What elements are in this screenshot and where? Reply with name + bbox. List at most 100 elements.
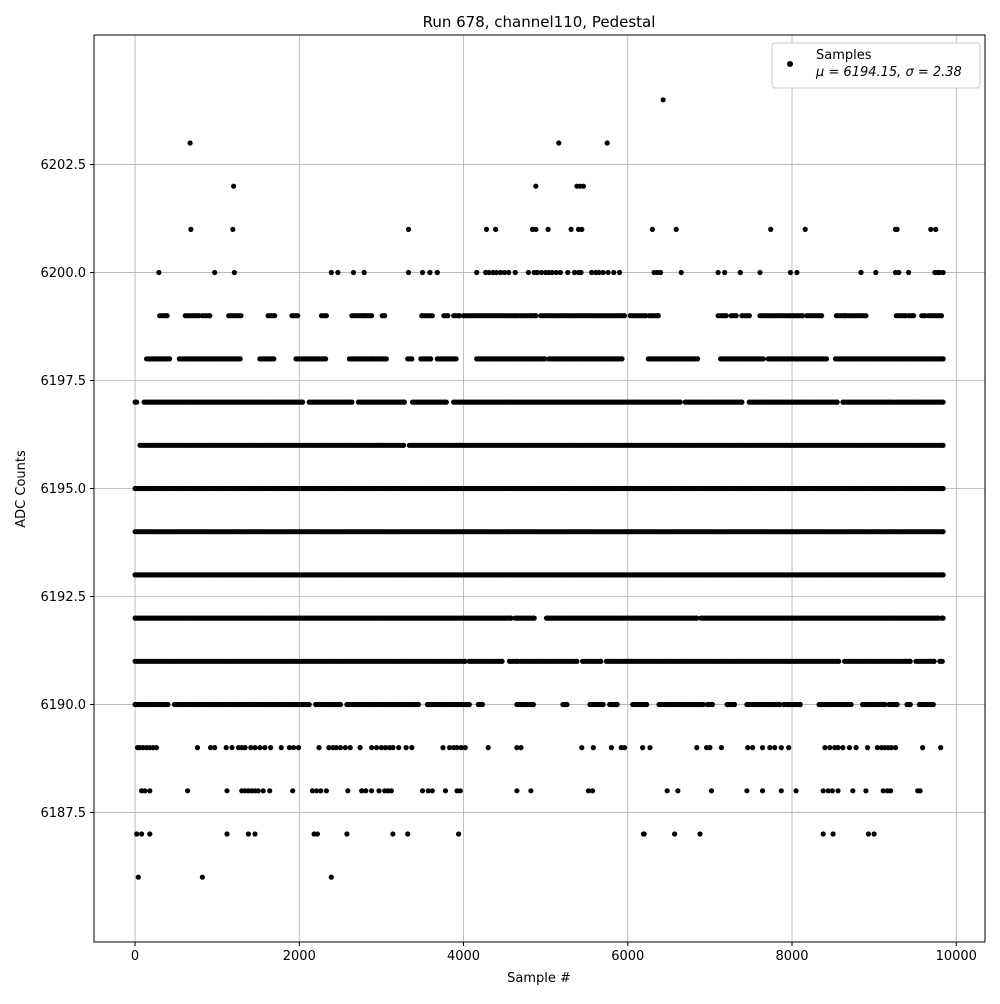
data-point: [212, 745, 218, 751]
data-point: [906, 269, 912, 276]
data-point: [525, 269, 532, 276]
data-point: [823, 356, 830, 362]
data-point: [846, 745, 853, 751]
x-axis-ticks: 0 2000 4000 6000 8000 10000: [131, 942, 977, 964]
data-point: [940, 269, 946, 276]
data-point: [672, 831, 678, 837]
data-point: [207, 313, 213, 319]
data-point: [427, 269, 433, 276]
data-point: [165, 701, 171, 708]
data-point: [499, 658, 505, 664]
data-point: [933, 226, 939, 232]
data-point: [134, 831, 140, 837]
data-point: [722, 269, 728, 276]
data-point: [608, 745, 615, 751]
data-point: [316, 745, 322, 751]
data-point: [940, 485, 946, 492]
data-point: [268, 745, 274, 751]
data-point: [621, 745, 628, 751]
data-point: [539, 269, 545, 276]
data-point: [865, 745, 871, 751]
data-point: [621, 313, 628, 319]
data-point: [695, 356, 701, 362]
data-point: [649, 226, 656, 232]
data-point: [579, 745, 585, 751]
data-point: [614, 701, 620, 708]
data-point: [323, 313, 329, 319]
data-point: [598, 658, 604, 664]
data-point: [678, 269, 684, 276]
data-point: [549, 269, 555, 276]
data-point: [759, 745, 766, 751]
data-point: [658, 269, 664, 276]
data-point: [405, 226, 412, 232]
data-point: [834, 399, 840, 405]
data-point: [318, 788, 324, 794]
data-point: [545, 226, 551, 232]
data-point: [388, 788, 394, 794]
x-tick-label: 8000: [775, 949, 808, 964]
data-point: [142, 788, 148, 794]
data-point: [479, 701, 485, 708]
data-point: [419, 269, 426, 276]
data-point: [257, 745, 263, 751]
data-point: [512, 269, 518, 276]
data-point: [640, 745, 646, 751]
data-point: [673, 226, 679, 232]
data-point: [260, 788, 266, 794]
data-point: [194, 745, 201, 751]
data-point: [531, 615, 537, 621]
y-tick-label: 6195.0: [41, 482, 87, 497]
data-point: [337, 745, 343, 751]
data-point: [153, 745, 159, 751]
data-point: [252, 831, 258, 837]
data-point: [863, 788, 869, 794]
data-point: [286, 745, 292, 751]
data-point: [611, 269, 617, 276]
data-point: [335, 269, 341, 276]
data-point: [733, 313, 739, 319]
data-point: [369, 788, 375, 794]
y-tick-label: 6187.5: [41, 806, 87, 821]
data-point: [533, 183, 539, 189]
data-point: [565, 269, 571, 276]
data-point: [772, 745, 778, 751]
data-point: [290, 788, 296, 794]
data-point: [819, 313, 825, 319]
data-point: [731, 701, 738, 708]
data-point: [564, 701, 570, 708]
data-point: [514, 788, 520, 794]
data-point: [188, 226, 194, 232]
data-point: [822, 745, 828, 751]
data-point: [707, 745, 713, 751]
data-point: [920, 745, 926, 751]
data-point: [723, 313, 729, 319]
data-point: [224, 788, 230, 794]
data-point: [533, 226, 539, 232]
data-point: [252, 745, 258, 751]
data-point: [382, 313, 388, 319]
data-point: [930, 701, 936, 708]
data-point: [757, 269, 763, 276]
data-point: [415, 701, 421, 708]
data-point: [164, 313, 170, 319]
data-point: [462, 658, 468, 664]
data-point: [677, 399, 683, 405]
data-point: [589, 788, 596, 794]
data-point: [778, 788, 784, 794]
data-point: [907, 701, 913, 708]
x-tick-label: 4000: [447, 949, 480, 964]
data-point: [759, 788, 766, 794]
data-point: [445, 313, 451, 319]
data-point: [715, 269, 721, 276]
data-point: [874, 745, 881, 751]
data-point: [457, 788, 463, 794]
data-point: [390, 745, 396, 751]
data-point: [462, 745, 468, 751]
data-point: [848, 701, 854, 708]
y-axis-label: ADC Counts: [14, 450, 29, 528]
data-point: [508, 615, 514, 621]
legend-label: Samples: [816, 48, 872, 63]
data-point: [708, 788, 715, 794]
